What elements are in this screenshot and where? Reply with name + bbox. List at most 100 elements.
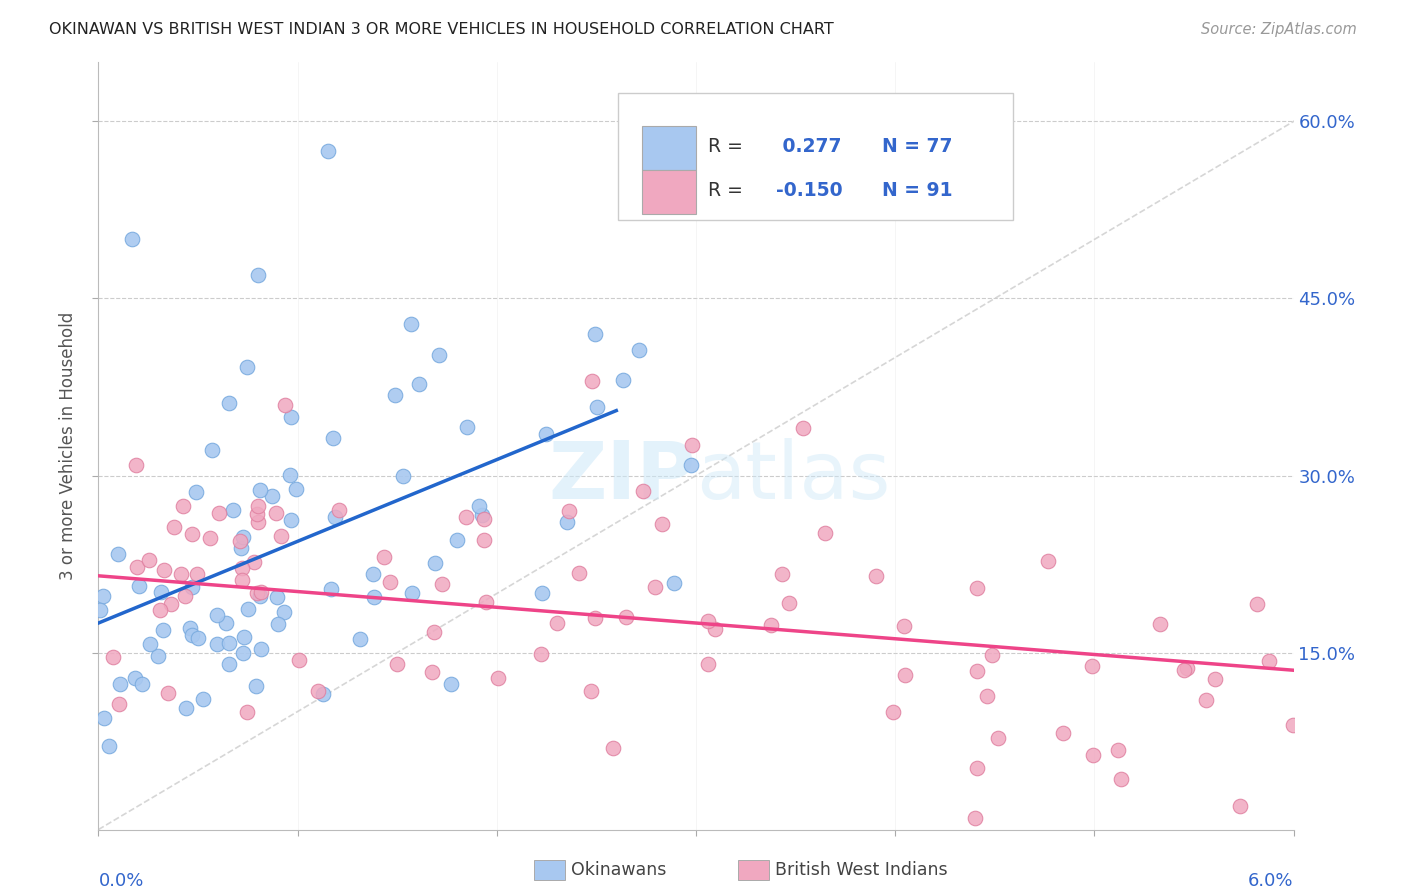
Point xyxy=(1149,616,1171,631)
Point xyxy=(558,504,581,518)
Point xyxy=(546,616,568,631)
Point xyxy=(287,653,309,667)
Point xyxy=(778,596,800,610)
Point xyxy=(1175,661,1198,675)
Point xyxy=(222,503,245,517)
Point xyxy=(152,564,174,578)
Point xyxy=(361,566,384,581)
Point xyxy=(454,509,477,524)
Point xyxy=(186,567,208,582)
Point xyxy=(555,516,578,530)
Point xyxy=(125,458,148,472)
Text: N = 77: N = 77 xyxy=(869,137,953,156)
Point xyxy=(108,677,131,691)
Point xyxy=(1229,799,1251,814)
Point xyxy=(172,500,194,514)
Point xyxy=(319,582,342,596)
Point xyxy=(218,657,240,671)
Point xyxy=(980,648,1002,662)
Point xyxy=(262,489,284,503)
Point xyxy=(427,348,450,362)
FancyBboxPatch shape xyxy=(619,93,1012,219)
Point xyxy=(704,622,727,636)
Point xyxy=(285,482,308,496)
Point xyxy=(651,517,673,532)
Point xyxy=(170,567,193,582)
Point xyxy=(128,579,150,593)
Text: 0.0%: 0.0% xyxy=(98,871,143,889)
Point xyxy=(456,420,478,434)
Text: atlas: atlas xyxy=(696,438,890,516)
Point xyxy=(1036,554,1059,568)
Point xyxy=(1052,726,1074,740)
Point xyxy=(91,589,114,603)
Point xyxy=(107,547,129,561)
Point xyxy=(316,144,339,158)
Point xyxy=(193,691,215,706)
Point xyxy=(159,597,181,611)
Point xyxy=(246,586,269,600)
Point xyxy=(612,374,634,388)
Point xyxy=(614,609,637,624)
Point xyxy=(446,533,468,548)
Point xyxy=(274,398,297,412)
Point xyxy=(174,589,197,603)
Point xyxy=(124,671,146,685)
Point xyxy=(231,541,253,555)
Point xyxy=(1081,659,1104,673)
Point xyxy=(150,585,173,599)
Point xyxy=(93,711,115,725)
Text: 6.0%: 6.0% xyxy=(1249,871,1294,889)
Point xyxy=(207,506,229,520)
Point xyxy=(475,595,498,609)
Point xyxy=(770,567,793,582)
Point xyxy=(231,561,253,575)
Point xyxy=(267,617,290,632)
Point xyxy=(186,484,208,499)
Point xyxy=(278,467,301,482)
Point xyxy=(236,602,259,616)
Point xyxy=(472,512,495,526)
Point xyxy=(127,560,149,574)
Point xyxy=(249,483,271,497)
Point xyxy=(181,527,204,541)
Point xyxy=(530,647,553,661)
Point xyxy=(246,268,269,282)
Point xyxy=(373,549,395,564)
Point xyxy=(579,683,602,698)
Point xyxy=(229,534,252,549)
Point xyxy=(236,360,259,375)
Point xyxy=(250,585,273,599)
Point xyxy=(163,520,186,534)
Point xyxy=(328,503,350,517)
Point xyxy=(138,552,160,566)
Point xyxy=(468,499,491,513)
Point xyxy=(311,687,333,701)
Point xyxy=(401,586,423,600)
FancyBboxPatch shape xyxy=(643,126,696,170)
Point xyxy=(662,575,685,590)
Point xyxy=(205,608,228,623)
Point xyxy=(232,630,254,644)
Point xyxy=(280,409,302,424)
Point xyxy=(530,586,553,600)
Point xyxy=(628,343,651,357)
Point xyxy=(384,388,406,402)
Point xyxy=(682,438,704,452)
Point xyxy=(472,533,495,548)
Text: -0.150: -0.150 xyxy=(776,181,842,200)
Point xyxy=(249,589,271,603)
Point xyxy=(486,671,509,685)
Point xyxy=(581,374,603,388)
Point xyxy=(307,683,329,698)
Point xyxy=(966,664,988,678)
Point xyxy=(893,618,915,632)
Point xyxy=(423,556,446,570)
Text: British West Indians: British West Indians xyxy=(775,861,948,879)
Text: R =: R = xyxy=(709,137,749,156)
FancyBboxPatch shape xyxy=(643,170,696,214)
Point xyxy=(585,326,607,341)
Point xyxy=(131,677,153,691)
Point xyxy=(205,637,228,651)
Point xyxy=(323,509,346,524)
